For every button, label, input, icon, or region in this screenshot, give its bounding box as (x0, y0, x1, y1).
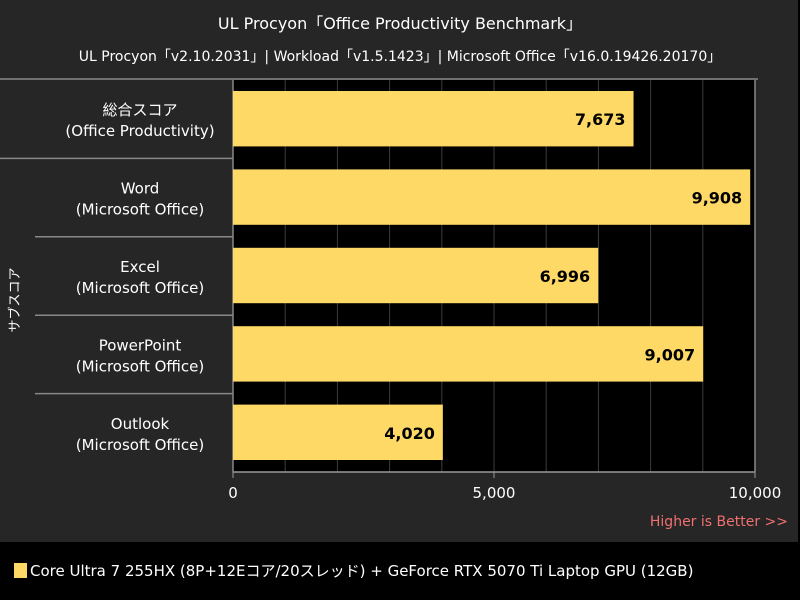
bar (233, 404, 443, 460)
x-tick-label: 5,000 (473, 484, 516, 502)
data-label: 9,908 (692, 189, 743, 208)
data-label: 6,996 (540, 267, 591, 286)
category-label: 総合スコア (102, 101, 177, 119)
category-label: (Microsoft Office) (76, 436, 205, 454)
bar (233, 247, 599, 304)
category-label: (Microsoft Office) (76, 357, 205, 375)
data-label: 7,673 (575, 110, 626, 129)
legend: Core Ultra 7 255HX (8P+12Eコア/20スレッド) + G… (14, 560, 693, 581)
higher-is-better-note: Higher is Better >> (649, 514, 788, 530)
category-label: PowerPoint (99, 336, 182, 354)
legend-label: Core Ultra 7 255HX (8P+12Eコア/20スレッド) + G… (30, 562, 694, 580)
category-label: (Microsoft Office) (76, 201, 205, 219)
category-label: (Office Productivity) (65, 122, 214, 140)
category-label: (Microsoft Office) (76, 279, 205, 297)
legend-swatch (14, 563, 27, 578)
chart-subtitle: UL Procyon「v2.10.2031」| Workload「v1.5.14… (78, 49, 722, 65)
category-label: Outlook (111, 415, 170, 433)
bar (233, 91, 634, 147)
bar (233, 326, 704, 382)
data-label: 9,007 (645, 345, 696, 364)
x-tick-label: 0 (228, 484, 238, 502)
data-label: 4,020 (384, 424, 435, 443)
category-label: Word (121, 180, 160, 198)
x-tick-label: 10,000 (729, 484, 782, 502)
y-axis-label: サブスコア (8, 267, 23, 333)
bar (233, 169, 751, 225)
category-label: Excel (120, 258, 160, 276)
chart-title: UL Procyon「Office Productivity Benchmark… (217, 14, 583, 33)
